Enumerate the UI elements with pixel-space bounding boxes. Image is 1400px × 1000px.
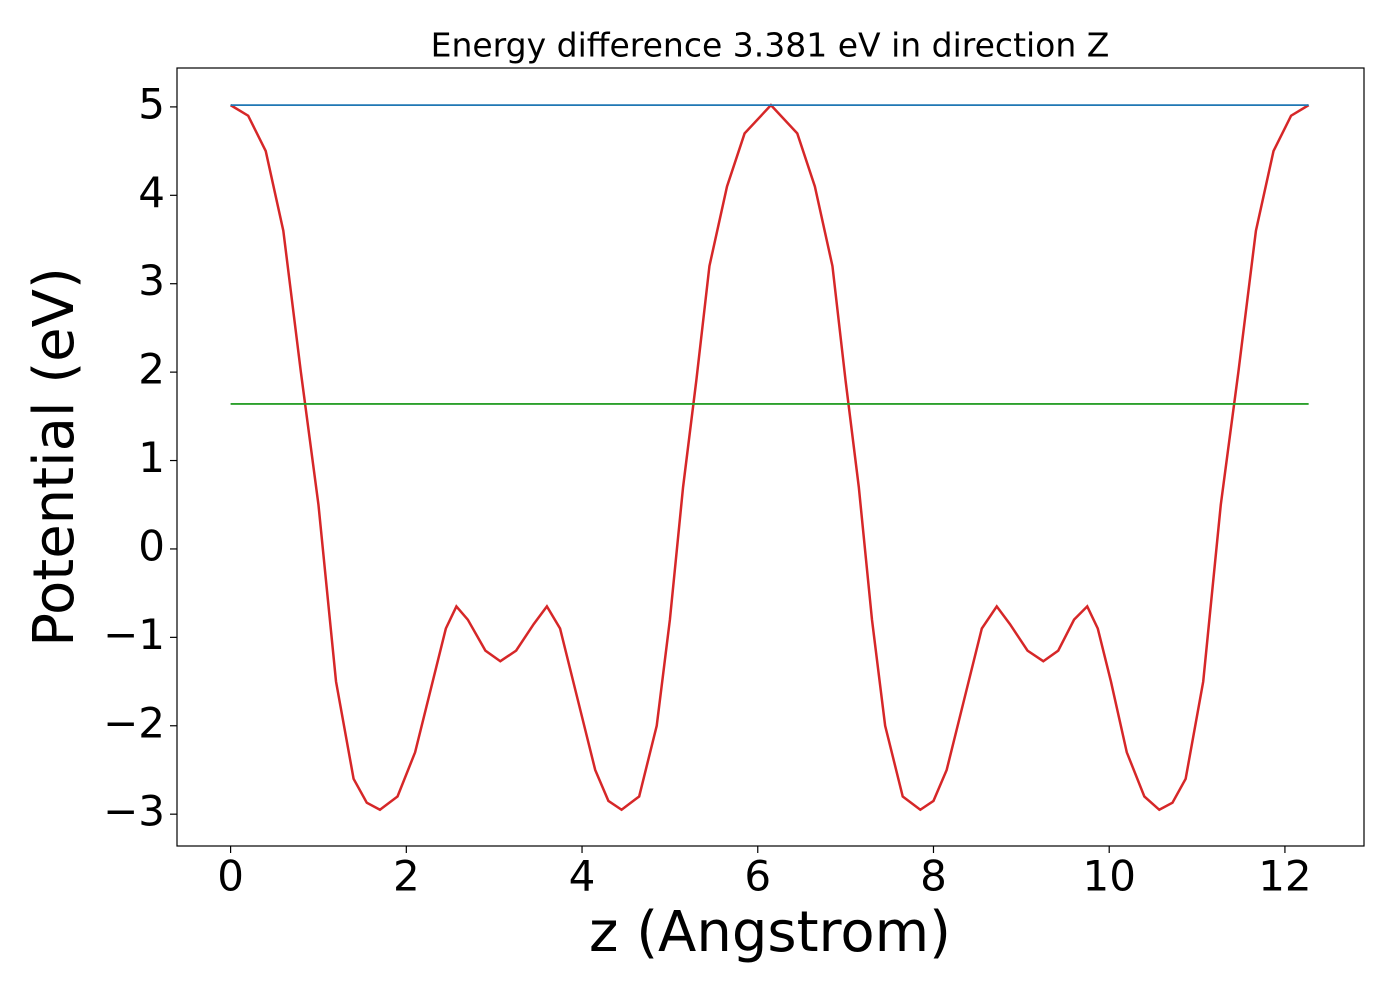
y-tick-label: −1	[103, 610, 165, 659]
x-tick-label: 10	[1082, 852, 1135, 901]
x-tick-label: 2	[393, 852, 420, 901]
x-axis-label: z (Angstrom)	[589, 900, 951, 965]
y-axis-label: Potential (eV)	[22, 267, 87, 647]
x-tick-label: 8	[920, 852, 947, 901]
x-tick-label: 4	[569, 852, 596, 901]
y-tick-label: 4	[138, 168, 165, 217]
x-tick-label: 6	[744, 852, 771, 901]
x-tick-label: 12	[1258, 852, 1311, 901]
y-tick-label: 3	[138, 256, 165, 305]
y-tick-label: −2	[103, 698, 165, 747]
x-tick-label: 0	[217, 852, 244, 901]
y-tick-label: 5	[138, 79, 165, 128]
plot-frame	[176, 67, 1365, 847]
chart-title: Energy difference 3.381 eV in direction …	[431, 26, 1110, 65]
y-tick-label: −3	[103, 787, 165, 836]
line-series	[229, 103, 1310, 812]
y-tick-label: 0	[138, 521, 165, 570]
y-tick-label: 2	[138, 345, 165, 394]
y-tick-label: 1	[138, 433, 165, 482]
